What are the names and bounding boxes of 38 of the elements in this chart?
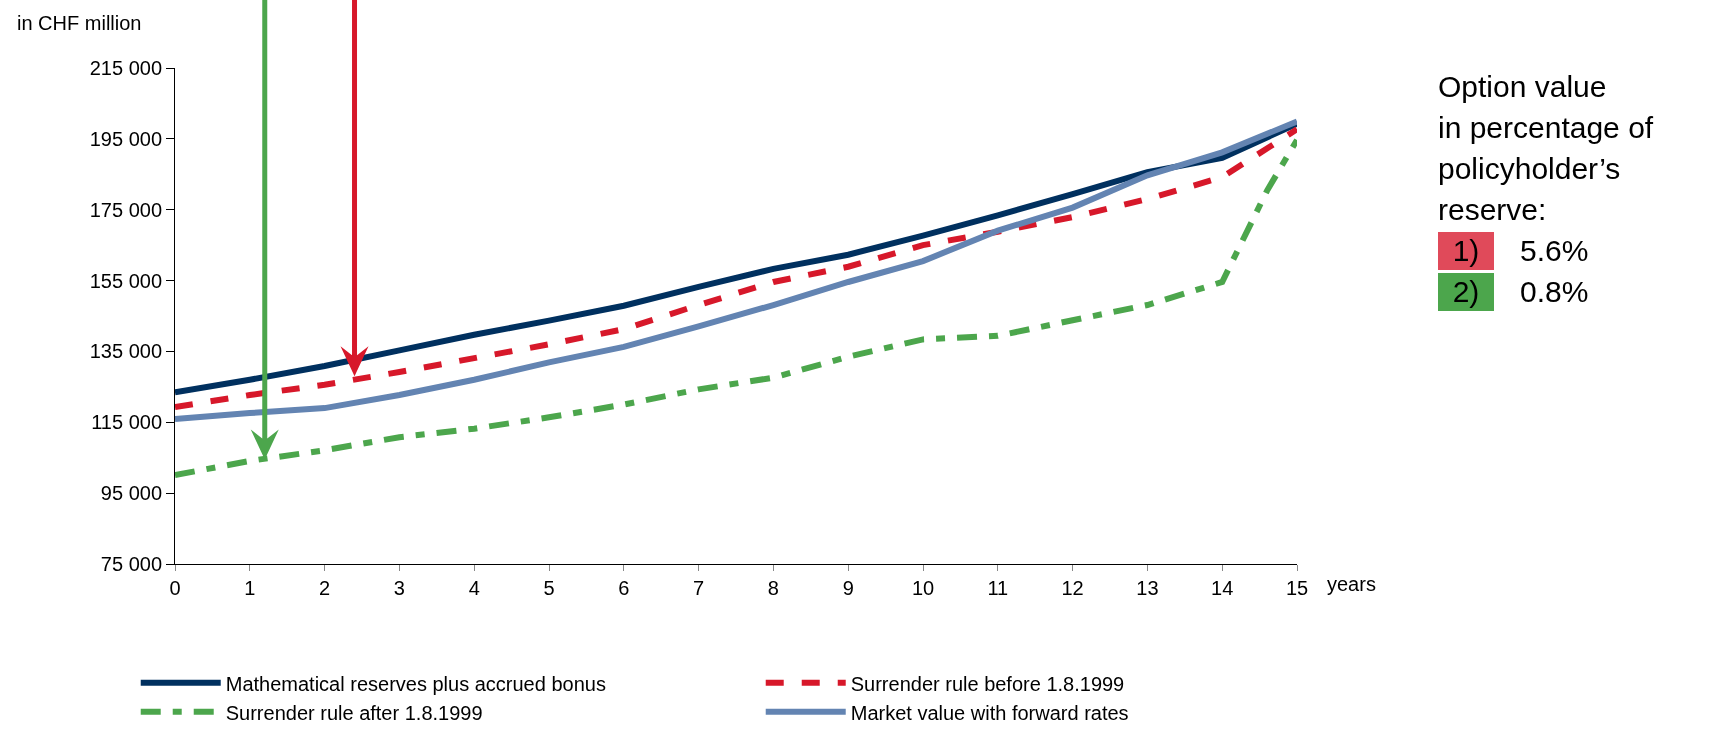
text: policyholder’s: [1438, 151, 1622, 187]
x-tick-label: 7: [693, 577, 705, 599]
y-tick-label: 215 000: [89, 57, 162, 79]
y-tick-label: 135 000: [89, 340, 162, 363]
text: 1): [1438, 231, 1494, 270]
text: 5.6%: [1520, 233, 1589, 269]
y-axis-title: in CHF million: [17, 12, 142, 34]
x-tick-label: 6: [618, 577, 630, 599]
legend-label: Mathematical reserves plus accrued bonus: [225, 672, 606, 695]
x-tick-label: 15: [1285, 577, 1309, 599]
x-tick-label: 4: [468, 577, 480, 599]
x-tick-label: 11: [987, 577, 1009, 599]
x-axis-title: years: [1327, 573, 1376, 595]
legend-label: Market value with forward rates: [850, 701, 1129, 724]
text: reserve:: [1438, 192, 1548, 228]
y-tick-label: 175 000: [89, 198, 162, 221]
x-tick-label: 13: [1136, 577, 1159, 599]
y-tick-label: 195 000: [89, 127, 162, 150]
x-tick-label: 0: [169, 577, 181, 599]
x-tick-label: 10: [911, 577, 935, 599]
y-tick-label: 115 000: [91, 411, 162, 434]
y-tick-label: 75 000: [100, 553, 162, 575]
x-tick-label: 8: [767, 577, 779, 599]
x-tick-label: 5: [543, 577, 555, 599]
legend-label: Surrender rule after 1.8.1999: [225, 701, 483, 724]
y-tick-label: 95 000: [100, 482, 162, 505]
x-tick-label: 1: [244, 577, 256, 599]
y-tick-label: 155 000: [89, 269, 162, 292]
text: in percentage of: [1438, 110, 1654, 146]
text: 0.8%: [1520, 274, 1589, 310]
text: Option value: [1438, 69, 1608, 105]
text: 2): [1438, 272, 1494, 311]
x-tick-label: 2: [319, 577, 331, 599]
x-tick-label: 3: [393, 577, 405, 599]
x-tick-label: 9: [842, 577, 854, 599]
x-tick-label: 12: [1061, 577, 1084, 599]
x-tick-label: 14: [1211, 577, 1234, 599]
legend-label: Surrender rule before 1.8.1999: [850, 672, 1125, 695]
